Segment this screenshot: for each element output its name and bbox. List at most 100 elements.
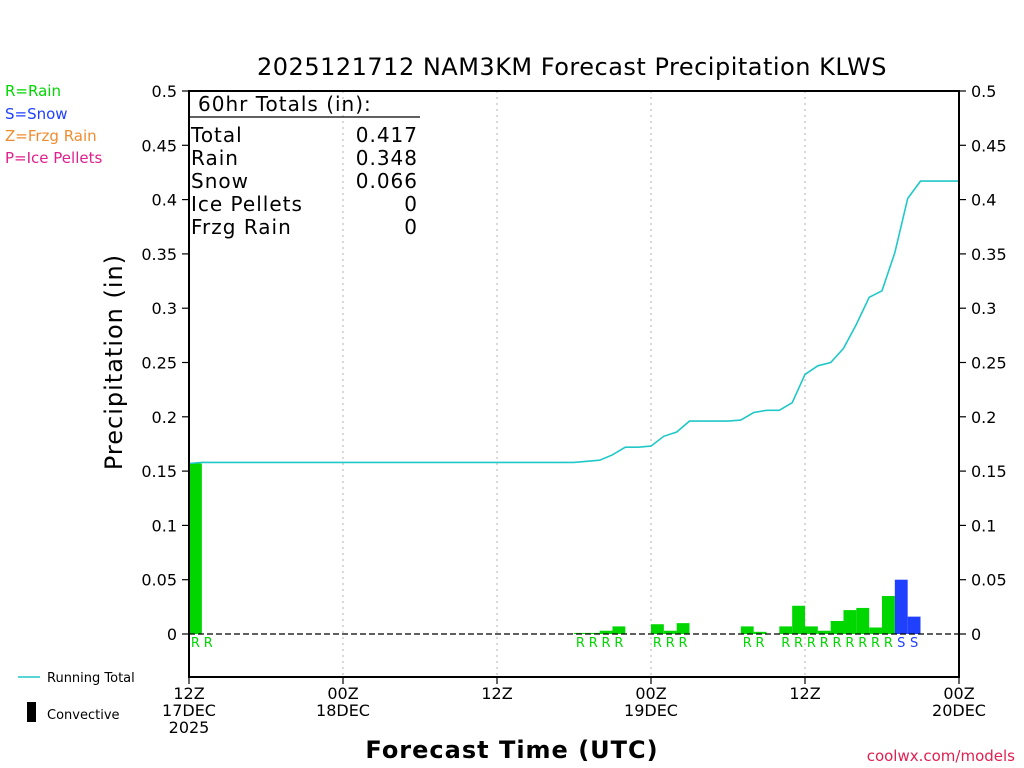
y-tick-label-left: 0.5: [152, 82, 177, 101]
precip-bars: [189, 463, 921, 634]
ptype-label: R: [653, 636, 662, 651]
x-tick-label: 00Z: [635, 684, 666, 703]
ptype-label: R: [884, 636, 893, 651]
ptype-label: R: [781, 636, 790, 651]
ptype-label: R: [666, 636, 675, 651]
legend-rain: R=Rain: [5, 82, 61, 100]
y-tick-label-right: 0.45: [971, 136, 1007, 155]
y-tick-label-left: 0.2: [152, 408, 177, 427]
y-tick-label-right: 0.05: [971, 571, 1007, 590]
x-tick-label: 12Z: [481, 684, 512, 703]
precip-bar: [843, 610, 857, 634]
running-total-line: [188, 180, 959, 465]
y-tick-label-left: 0.3: [152, 299, 177, 318]
totals-box: 60hr Totals (in): Total 0.417 Rain 0.348…: [190, 92, 420, 239]
legend-frzg-rain: Z=Frzg Rain: [5, 127, 97, 145]
precip-bar: [663, 630, 677, 634]
ptype-label: R: [833, 636, 842, 651]
precip-bar: [817, 630, 831, 634]
y-axis-label: Precipitation (in): [100, 254, 128, 470]
legend-ice-pellets: P=Ice Pellets: [5, 149, 102, 167]
ptype-label: R: [845, 636, 854, 651]
precip-bar: [882, 595, 895, 634]
precip-bar: [676, 623, 690, 634]
y-tick-label-left: 0.1: [152, 516, 177, 535]
totals-label-ice-pellets: Ice Pellets: [191, 192, 303, 216]
x-tick-label: 12Z: [789, 684, 820, 703]
precip-bar: [189, 463, 202, 634]
y-tick-label-left: 0.05: [141, 571, 177, 590]
y-tick-label-right: 0.1: [971, 516, 996, 535]
axis-ticks: 0 00.05 0.050.1 0.10.15 0.150.2 0.20.25 0.250.…: [141, 82, 1006, 737]
ptype-label: R: [871, 636, 880, 651]
ptype-label: R: [807, 636, 816, 651]
totals-value-rain: 0.348: [356, 146, 418, 170]
ptype-label: R: [679, 636, 688, 651]
y-tick-label-left: 0.4: [152, 191, 177, 210]
precip-bar: [586, 632, 600, 634]
ptype-label: R: [756, 636, 765, 651]
chart-title: 2025121712 NAM3KM Forecast Precipitation…: [257, 53, 887, 81]
y-tick-label-right: 0.3: [971, 299, 996, 318]
y-tick-label-right: 0.35: [971, 245, 1007, 264]
totals-header: 60hr Totals (in):: [198, 92, 372, 116]
ptype-label: R: [191, 636, 200, 651]
running-total-legend-label: Running Total: [47, 671, 135, 686]
x-tick-label: 17DEC: [162, 701, 216, 720]
totals-label-snow: Snow: [191, 169, 249, 193]
y-tick-label-right: 0.4: [971, 191, 996, 210]
ptype-label: R: [743, 636, 752, 651]
y-tick-label-right: 0.15: [971, 462, 1007, 481]
precip-bar: [792, 605, 805, 634]
totals-value-ice-pellets: 0: [404, 192, 418, 216]
x-tick-label: 19DEC: [624, 701, 678, 720]
ptype-label: R: [204, 636, 213, 651]
plot-frame: [188, 90, 960, 678]
x-axis-label: Forecast Time (UTC): [365, 736, 658, 764]
totals-value-total: 0.417: [356, 123, 418, 147]
totals-value-snow: 0.066: [356, 169, 418, 193]
precip-bar: [612, 626, 626, 634]
x-tick-label: 00Z: [327, 684, 358, 703]
ptype-label: S: [897, 636, 905, 651]
precip-bar: [599, 630, 613, 634]
x-tick-label: 18DEC: [316, 701, 370, 720]
y-tick-label-left: 0.25: [141, 354, 177, 373]
ptype-label: R: [614, 636, 623, 651]
x-tick-label: 2025: [169, 718, 210, 737]
totals-label-total: Total: [190, 123, 243, 147]
ptype-label: R: [576, 636, 585, 651]
y-tick-label-left: 0.15: [141, 462, 177, 481]
y-tick-label-right: 0.25: [971, 354, 1007, 373]
ptype-label: S: [910, 636, 918, 651]
precip-bar: [830, 620, 844, 634]
ptype-label: R: [589, 636, 598, 651]
precip-bar: [740, 626, 754, 634]
convective-legend-swatch: [27, 702, 36, 722]
precip-bar: [894, 579, 908, 634]
ptype-label: R: [602, 636, 611, 651]
y-tick-label-left: 0.45: [141, 136, 177, 155]
ptype-label: R: [820, 636, 829, 651]
precip-bar: [779, 626, 793, 634]
totals-value-frzg-rain: 0: [404, 215, 418, 239]
x-tick-label: 12Z: [173, 684, 204, 703]
x-tick-label: 00Z: [943, 684, 974, 703]
precip-bar: [907, 616, 921, 634]
y-tick-label-right: 0.2: [971, 408, 996, 427]
y-tick-label-right: 0: [971, 625, 981, 644]
precip-bar: [856, 607, 870, 634]
y-tick-label-left: 0.35: [141, 245, 177, 264]
x-tick-label: 20DEC: [932, 701, 986, 720]
ptype-label: R: [794, 636, 803, 651]
convective-legend-label: Convective: [47, 708, 120, 723]
totals-label-frzg-rain: Frzg Rain: [191, 215, 292, 239]
grid-lines: [342, 91, 806, 677]
ptype-label: R: [858, 636, 867, 651]
precip-bar: [651, 624, 664, 634]
precip-bar: [805, 626, 818, 634]
precip-bar: [869, 627, 882, 634]
totals-label-rain: Rain: [191, 146, 239, 170]
